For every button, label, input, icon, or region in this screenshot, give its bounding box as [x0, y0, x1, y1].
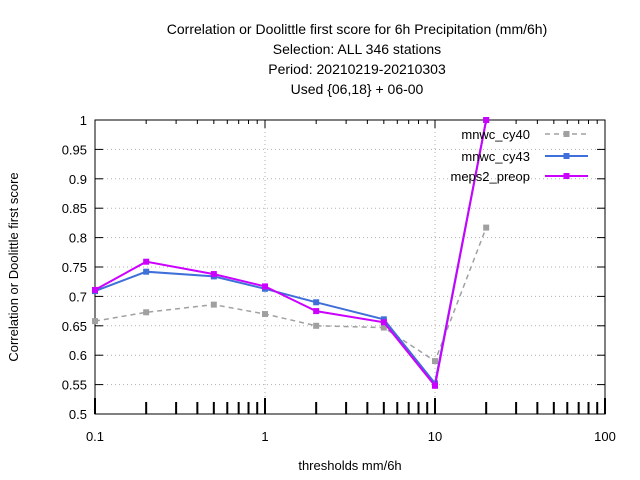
legend-marker [563, 173, 570, 179]
y-tick-label: 1 [80, 113, 87, 128]
y-tick-label: 0.5 [69, 407, 87, 422]
data-point [380, 324, 387, 331]
data-point [92, 286, 98, 293]
data-point [313, 308, 320, 315]
title-line-4: Used {06,18} + 06-00 [291, 81, 424, 97]
data-point [143, 268, 150, 275]
x-tick-label: 10 [428, 429, 442, 444]
y-tick-label: 0.85 [62, 201, 87, 216]
series-layer [92, 117, 490, 389]
tick-labels: 0.5 0.55 0.6 0.65 0.7 0.75 0.8 0.85 0.9 0.95 1 0.1 1… [62, 113, 616, 444]
series-line [94, 119, 488, 389]
y-tick-label: 0.7 [69, 289, 87, 304]
data-point [262, 311, 268, 318]
data-point [313, 299, 320, 306]
y-tick-label: 0.65 [62, 319, 87, 334]
series-mnwc_cy40 [92, 224, 490, 365]
grid [95, 120, 605, 414]
y-tick-label: 0.55 [62, 378, 87, 393]
data-point [143, 258, 150, 265]
legend-label: mnwc_cy43 [461, 149, 530, 164]
series-meps2_preop [92, 117, 490, 389]
y-tick-label: 0.95 [62, 142, 87, 157]
data-point [432, 358, 438, 365]
y-tick-label: 0.6 [69, 348, 87, 363]
y-tick-label: 0.9 [69, 172, 87, 187]
legend-marker [563, 131, 570, 137]
x-tick-label: 1 [261, 429, 268, 444]
y-axis-label: Correlation or Doolittle first score [6, 172, 21, 361]
data-point [143, 309, 150, 316]
y-tick-label: 0.8 [69, 231, 87, 246]
data-point [313, 322, 320, 329]
data-point [483, 224, 490, 231]
x-tick-label: 0.1 [86, 429, 104, 444]
legend: mnwc_cy40 mnwc_cy43 meps2_preop [451, 127, 588, 184]
legend-label: mnwc_cy40 [461, 127, 530, 142]
data-point [432, 382, 438, 389]
chart-title: Correlation or Doolittle first score for… [167, 21, 547, 97]
title-line-1: Correlation or Doolittle first score for… [167, 21, 547, 37]
data-point [483, 117, 490, 123]
legend-marker [563, 153, 570, 159]
y-tick-label: 0.75 [62, 260, 87, 275]
title-line-2: Selection: ALL 346 stations [273, 41, 441, 57]
data-point [262, 283, 268, 290]
data-point [210, 301, 217, 308]
data-point [92, 318, 98, 325]
data-point [210, 271, 217, 278]
legend-label: meps2_preop [451, 169, 531, 184]
series-line [94, 119, 488, 386]
plot-border [94, 119, 606, 415]
ticks [94, 119, 606, 415]
title-line-3: Period: 20210219-20210303 [268, 61, 446, 77]
x-axis-label: thresholds mm/6h [298, 458, 401, 473]
data-point [380, 319, 387, 326]
x-tick-label: 100 [594, 429, 616, 444]
series-line [94, 227, 487, 363]
series-mnwc_cy43 [92, 117, 490, 387]
